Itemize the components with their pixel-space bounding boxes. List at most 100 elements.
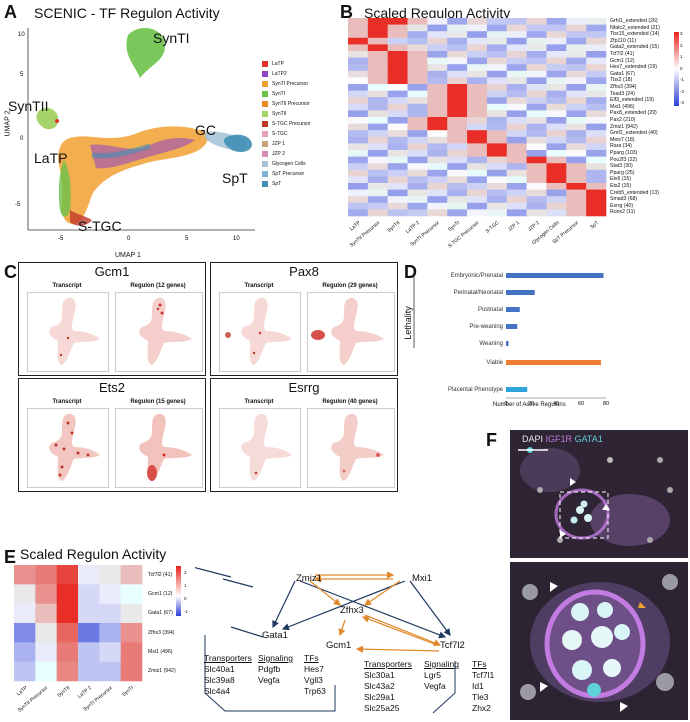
heat-cell [566, 51, 587, 58]
heat-cell [78, 623, 100, 643]
heat-cell [506, 130, 527, 138]
legend-item: LaTP [262, 60, 284, 69]
heat-cell [546, 123, 567, 131]
heat-cell [407, 97, 428, 105]
heat-cell [387, 176, 408, 184]
heat-cell [367, 90, 388, 98]
chart-d-xlabel: Number of Active Regulons [493, 402, 566, 408]
heat-cell [467, 123, 488, 131]
cluster-label-latp: LaTP [34, 150, 68, 166]
svg-text:10: 10 [233, 236, 240, 242]
heat-cell [566, 110, 587, 118]
heat-cell [367, 44, 388, 52]
heat-cell [526, 70, 547, 78]
heat-cell [546, 150, 567, 157]
heat-cell [566, 77, 587, 85]
heat-cell [447, 70, 468, 78]
heatmap-row-label: Mxi1 (496) [610, 103, 635, 110]
heat-cell [407, 90, 428, 98]
heat-cell [526, 123, 547, 131]
heat-cell [526, 57, 547, 65]
heat-cell [348, 143, 369, 151]
gata1-targets: Transporters Slc40a1 Slc39a8 Slc4a4 Sign… [204, 653, 334, 713]
heat-cell [506, 70, 527, 78]
heat-cell [427, 84, 448, 91]
heat-cell [387, 37, 408, 45]
heat-cell [586, 169, 607, 177]
heat-cell [526, 51, 547, 58]
heat-cell [566, 24, 587, 32]
heat-cell [467, 97, 488, 105]
heat-cell [546, 130, 567, 138]
heat-cell [486, 31, 508, 39]
heat-cell [467, 202, 488, 210]
heat-cell [427, 44, 448, 52]
heat-cell [78, 642, 100, 662]
heat-cell [427, 169, 448, 177]
bar [506, 387, 528, 392]
heat-cell [586, 117, 607, 124]
heat-cell [367, 156, 388, 164]
node-tcf7l2: Tcf7l2 [440, 640, 465, 651]
heatmap-col-label: LaTP [348, 220, 362, 233]
heat-cell [387, 18, 408, 25]
heatmap-b-row-labels: Grhl1_extended (26) Nfatc2_extended (21) T… [609, 18, 685, 218]
heat-cell [348, 64, 369, 72]
heat-cell [447, 196, 468, 204]
heat-cell [56, 661, 79, 682]
heat-cell [427, 150, 448, 157]
heat-cell [367, 130, 388, 138]
heat-cell [467, 64, 488, 72]
heat-cell [447, 189, 468, 197]
heat-cell [467, 176, 488, 184]
legend-item: S-TGC [262, 130, 288, 139]
regulon-umap [115, 292, 203, 372]
heatmap-col-label: S-TGC [484, 220, 501, 235]
heatmap-row-label: Zmiz1 (942) [610, 123, 638, 130]
heat-cell [14, 661, 36, 682]
heat-cell [14, 565, 36, 585]
legend-item: Glycogen Cells [262, 160, 306, 169]
heat-cell [407, 77, 428, 85]
cluster-label-spt: SpT [222, 170, 248, 186]
lethality-group-label: Lethality [402, 306, 413, 340]
transcript-umap [219, 408, 301, 488]
heat-cell [526, 209, 547, 217]
heat-cell [120, 584, 143, 604]
heatmap-row-label: Pax2 (210) [610, 117, 636, 123]
heat-cell [586, 196, 607, 204]
heat-cell [387, 189, 408, 197]
heat-cell [546, 183, 567, 190]
heatmap-e-col-labels: LaTP SynTII Precursor SynTII LaTP 2 SynTI Pr… [14, 683, 144, 719]
heat-cell [486, 156, 508, 164]
panel-f-label: F [486, 430, 497, 450]
heat-cell [387, 169, 408, 177]
regulon-umap [115, 408, 203, 488]
heat-cell [407, 163, 428, 171]
heat-cell [348, 136, 369, 144]
cluster-label-syntII: SynTII [8, 98, 49, 114]
gata1-signaling: Signaling Pdgfb Vegfa [258, 653, 293, 685]
heat-cell [526, 196, 547, 204]
heat-cell [348, 37, 369, 45]
heatmap-row-label: Gata1 (67) [610, 70, 635, 77]
heatmap-row-label: Tcf7l2 (41) [148, 571, 173, 578]
panel-e-label: E [4, 547, 17, 567]
bar [506, 290, 535, 295]
transcript-umap [219, 292, 301, 372]
heat-cell [407, 110, 428, 118]
heat-cell [566, 150, 587, 157]
heatmap-col-label: JZP 2 [526, 220, 541, 233]
heat-cell [486, 44, 508, 52]
heat-cell [526, 156, 547, 164]
heat-cell [348, 189, 369, 197]
heat-cell [387, 202, 408, 210]
heat-cell [407, 130, 428, 138]
heat-cell [566, 31, 587, 39]
heat-cell [35, 642, 57, 662]
heat-cell [387, 183, 408, 190]
heat-cell [348, 176, 369, 184]
heat-cell [586, 31, 607, 39]
x-tick-label: 80 [603, 401, 609, 407]
heatmap-row-label: Zfhx3 (394) [148, 629, 175, 636]
